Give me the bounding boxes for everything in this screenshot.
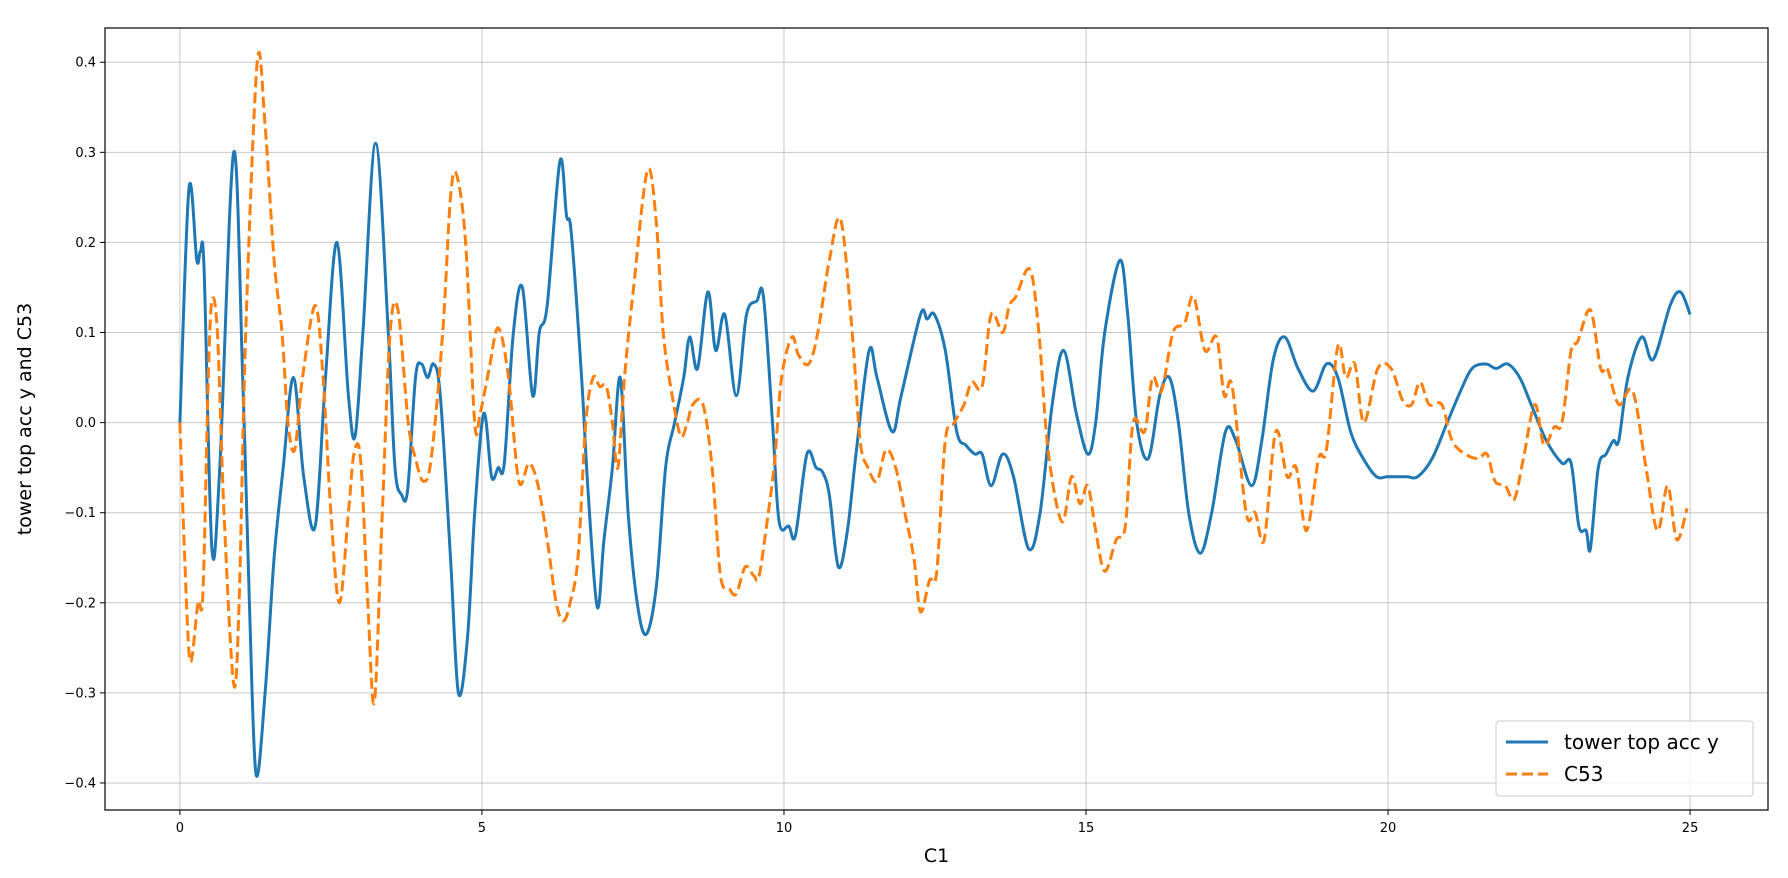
y-tick-label: 0.2 [75, 236, 96, 251]
y-tick-label: 0.0 [75, 416, 96, 431]
y-tick-label: −0.4 [64, 776, 96, 791]
legend-label-c53: C53 [1564, 762, 1603, 786]
series-line-tower-top-acc-y [178, 141, 1692, 778]
x-axis-label: C1 [924, 845, 949, 867]
series-line-c53 [178, 51, 1689, 706]
legend: tower top acc y C53 [1495, 720, 1754, 797]
legend-box [1495, 720, 1754, 797]
grid [105, 28, 1768, 810]
y-tick-label: 0.3 [75, 146, 96, 161]
y-tick-label: 0.1 [75, 326, 96, 341]
x-tick-label: 25 [1682, 821, 1699, 836]
series-layer [178, 51, 1692, 778]
legend-label-tower-top-acc-y: tower top acc y [1564, 730, 1719, 754]
x-tick-label: 0 [176, 821, 184, 836]
x-tick-label: 20 [1380, 821, 1397, 836]
plot-frame [104, 27, 1769, 811]
y-tick-label: −0.1 [64, 506, 96, 521]
ticks: 0 5 10 15 20 25 −0.4 −0.3 −0.2 −0.1 0.0 0.1 0.2 0.3 0.… [64, 56, 1698, 836]
y-axis-label: tower top acc y and C53 [14, 303, 36, 535]
y-tick-label: −0.2 [64, 596, 96, 611]
y-tick-label: −0.3 [64, 686, 96, 701]
x-tick-label: 15 [1078, 821, 1095, 836]
y-tick-label: 0.4 [75, 56, 96, 71]
x-tick-label: 5 [478, 821, 486, 836]
x-tick-label: 10 [776, 821, 793, 836]
